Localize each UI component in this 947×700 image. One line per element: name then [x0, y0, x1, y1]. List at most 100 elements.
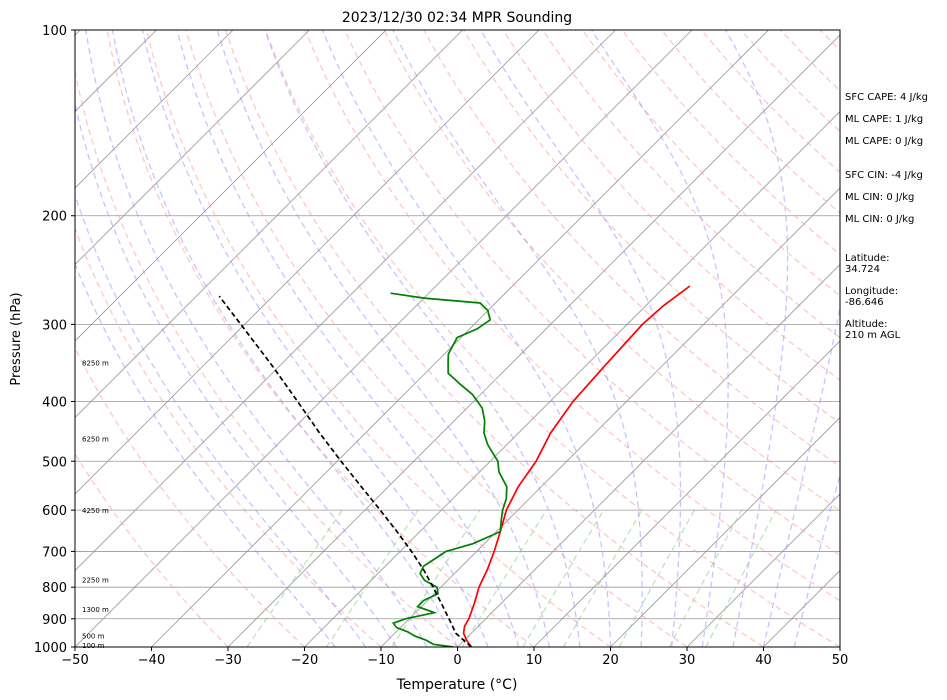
- isotherm-line: [75, 30, 540, 495]
- longitude-label: Longitude:: [845, 286, 899, 297]
- background-lines: [0, 30, 840, 647]
- moist-adiabat: [725, 30, 789, 647]
- isotherm-line: [75, 30, 234, 189]
- mixing-ratio-line: [618, 509, 696, 647]
- x-tick-label: 20: [602, 653, 619, 668]
- ml-cape-text-2: ML CAPE: 0 J/kg: [845, 136, 924, 147]
- x-tick-label: 40: [755, 653, 772, 668]
- dry-adiabat: [423, 30, 840, 468]
- parcel-profile-line: [218, 295, 472, 647]
- dry-adiabat: [304, 30, 840, 602]
- moist-adiabat: [75, 192, 367, 647]
- y-tick-label: 400: [42, 395, 67, 410]
- y-tick-label: 300: [42, 318, 67, 333]
- y-tick-label: 900: [42, 613, 67, 628]
- moist-adiabat: [392, 30, 643, 647]
- height-label: 1300 m: [82, 606, 109, 614]
- y-tick-label: 700: [42, 545, 67, 560]
- height-label: 4250 m: [82, 507, 109, 515]
- height-label: 8250 m: [82, 359, 109, 367]
- dewpoint-profile-line: [390, 292, 508, 647]
- y-tick-label: 1000: [34, 641, 67, 656]
- dry-adiabat: [75, 69, 458, 647]
- y-tick-label: 200: [42, 210, 67, 225]
- x-tick-label: −40: [138, 653, 165, 668]
- isotherm-line: [0, 30, 4, 647]
- chart-title: 2023/12/30 02:34 MPR Sounding: [342, 10, 572, 26]
- height-label: 2250 m: [82, 576, 109, 584]
- dry-adiabat: [185, 30, 688, 647]
- x-tick-label: 10: [526, 653, 543, 668]
- isotherm-line: [75, 30, 463, 419]
- axis-ticks: −50 −40 −30 −20 −10 0 10 20 30 40 50 1000 900 800 700 6…: [34, 24, 848, 668]
- height-label: 6250 m: [82, 436, 109, 444]
- sfc-cin-text: SFC CIN: -4 J/kg: [845, 170, 923, 181]
- x-tick-label: −50: [61, 653, 88, 668]
- stats-panel: SFC CAPE: 4 J/kg ML CAPE: 1 J/kg ML CAPE…: [845, 92, 945, 341]
- mixing-ratio-line: [562, 509, 643, 647]
- mixing-ratio-line: [325, 509, 419, 647]
- longitude-value: -86.646: [845, 297, 884, 308]
- isotherm-line: [227, 34, 840, 647]
- sfc-cape-text: SFC CAPE: 4 J/kg: [845, 92, 928, 103]
- isotherm-line: [686, 493, 840, 647]
- moist-adiabat: [264, 30, 581, 647]
- isotherm-line: [75, 30, 387, 342]
- dry-adiabat: [106, 30, 535, 647]
- isotherm-line: [304, 110, 840, 647]
- moist-adiabat: [216, 30, 550, 647]
- mixing-ratio-line: [461, 509, 548, 647]
- y-tick-label: 800: [42, 581, 67, 596]
- altitude-label: Altitude:: [845, 319, 888, 330]
- isotherm-line: [380, 187, 840, 647]
- dry-adiabat: [344, 30, 840, 556]
- moist-adiabat: [176, 30, 520, 647]
- x-tick-label: 0: [453, 653, 461, 668]
- isotherm-line: [75, 30, 616, 572]
- moist-adiabat: [75, 101, 397, 647]
- height-label: 100 m: [82, 642, 105, 650]
- x-tick-label: 50: [832, 653, 849, 668]
- dry-adiabat: [264, 30, 840, 647]
- dry-adiabat: [75, 346, 305, 647]
- moist-adiabat: [111, 30, 459, 647]
- isotherm-line: [75, 30, 693, 647]
- mixing-ratio-line: [668, 509, 743, 647]
- isotherm-line: [151, 30, 769, 647]
- ml-cin-text-2: ML CIN: 0 J/kg: [845, 214, 915, 225]
- mixing-ratio-line: [522, 509, 605, 647]
- isotherm-line: [610, 416, 840, 647]
- moist-adiabat: [591, 30, 729, 647]
- isotherm-line: [75, 30, 310, 266]
- x-tick-label: −10: [367, 653, 394, 668]
- data-lines: [218, 285, 691, 647]
- dry-adiabat: [225, 30, 764, 647]
- y-tick-label: 500: [42, 455, 67, 470]
- mixing-ratio-line: [246, 509, 344, 647]
- dry-adiabat: [383, 30, 840, 512]
- x-tick-label: −30: [214, 653, 241, 668]
- latitude-value: 34.724: [845, 264, 880, 275]
- isotherm-line: [533, 340, 840, 647]
- moist-adiabat: [480, 30, 682, 647]
- height-label: 500 m: [82, 633, 105, 641]
- dry-adiabat: [145, 30, 611, 647]
- moist-adiabat: [85, 30, 428, 647]
- x-axis-label: Temperature (°C): [396, 677, 518, 693]
- x-tick-label: 30: [679, 653, 696, 668]
- moist-adiabat: [793, 472, 840, 647]
- ml-cape-text: ML CAPE: 1 J/kg: [845, 114, 924, 125]
- altitude-value: 210 m AGL: [845, 330, 901, 341]
- moist-adiabat: [75, 262, 336, 647]
- y-tick-label: 600: [42, 504, 67, 519]
- y-axis-label: Pressure (hPa): [9, 292, 24, 385]
- dry-adiabat: [75, 452, 229, 647]
- ml-cin-text: ML CIN: 0 J/kg: [845, 192, 915, 203]
- moist-adiabat: [762, 303, 840, 647]
- mixing-ratio-line: [391, 509, 481, 647]
- mixing-ratio-line: [705, 509, 777, 647]
- x-tick-label: −20: [291, 653, 318, 668]
- y-tick-label: 100: [42, 24, 67, 39]
